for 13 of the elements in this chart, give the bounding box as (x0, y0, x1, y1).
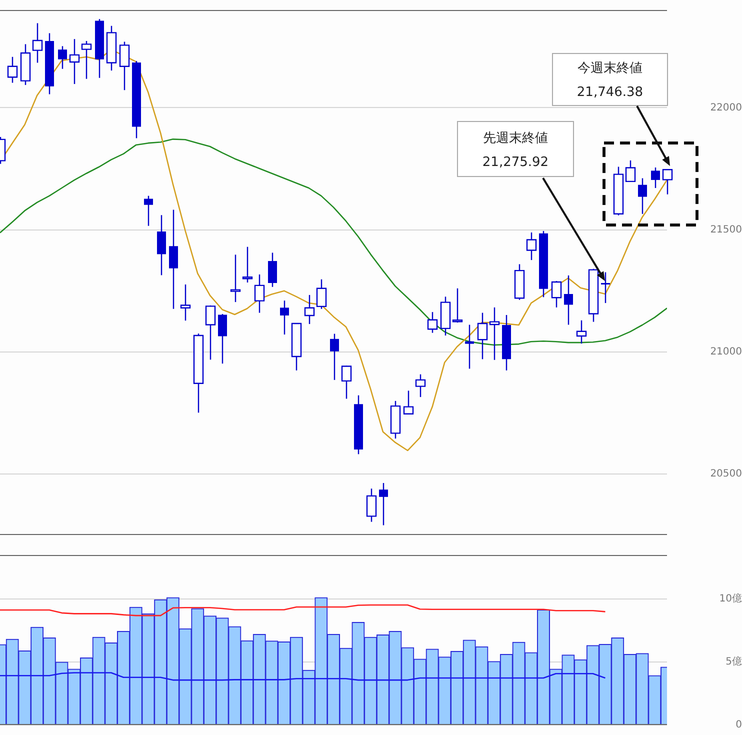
annotation: 先週末終値 (482, 130, 549, 146)
y-tick-label: 0 (736, 720, 742, 731)
y-tick-label: 21000 (710, 346, 742, 358)
annotation: 今週末終値 (576, 60, 644, 77)
y-tick-label: 5億 (726, 656, 742, 668)
y-tick-label: 22000 (710, 102, 742, 114)
annotation: 21,746.38 (576, 85, 644, 100)
y-tick-label: 21500 (710, 224, 742, 236)
callout: 今週末終値 21,746.38 (552, 53, 668, 106)
y-tick-label: 10億 (719, 592, 742, 605)
callout: 先週末終値 21,275.92 (457, 121, 574, 177)
annotation: 21,275.92 (481, 154, 550, 170)
y-tick-label: 20500 (710, 468, 742, 480)
